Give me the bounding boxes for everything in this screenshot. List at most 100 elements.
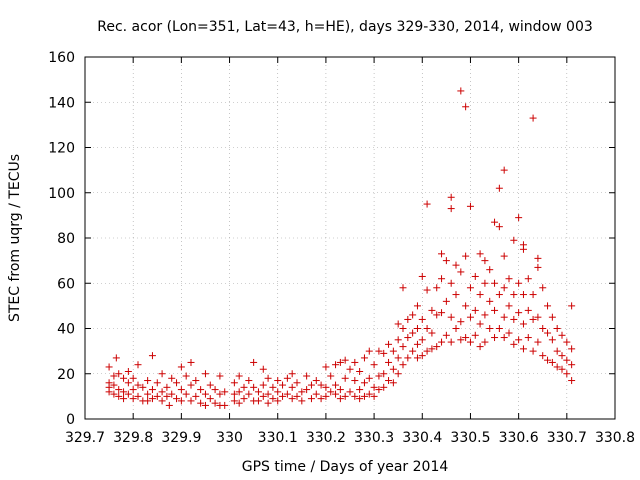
data-point [177,363,185,371]
data-point [245,377,253,385]
data-point [529,315,537,323]
data-point [327,372,335,380]
x-tick-label: 330.2 [306,430,346,446]
data-point [524,275,532,283]
data-point [259,392,267,400]
data-point [341,356,349,364]
data-point [341,374,349,382]
x-tick-label: 330.5 [450,430,490,446]
data-point [365,347,373,355]
data-point [457,318,465,326]
y-tick-label: 20 [57,367,75,383]
data-point [524,334,532,342]
x-tick-label: 330.1 [258,430,298,446]
data-point [491,334,499,342]
data-point [336,386,344,394]
data-point [529,114,537,122]
data-point [442,257,450,265]
data-point [539,325,547,332]
data-point [370,383,378,391]
data-point [293,392,301,400]
data-point [510,291,518,299]
data-point [110,381,118,389]
data-point [385,358,393,366]
data-point [495,291,503,299]
data-point [399,343,407,351]
data-point [235,372,243,380]
data-point [120,388,128,396]
y-tick-label: 80 [57,231,75,247]
data-point [544,329,552,337]
data-point [380,349,388,357]
data-point [115,386,123,394]
data-point [385,377,393,385]
data-point [423,286,431,294]
data-point [519,291,527,299]
y-tick-label: 60 [57,276,75,292]
data-point [153,379,161,387]
data-point [288,383,296,391]
data-point [413,340,421,348]
data-point [418,352,426,360]
data-point [553,363,561,371]
data-point [274,388,282,396]
data-point [336,358,344,366]
data-point [158,388,166,396]
data-point [124,379,132,387]
data-point [182,390,190,398]
data-point [129,395,137,403]
data-point [548,358,556,366]
data-point [206,381,214,389]
data-point [298,388,306,396]
data-point [115,392,123,400]
data-point [452,261,460,269]
data-point [558,352,566,360]
data-point [423,347,431,355]
data-point [173,395,181,403]
data-point [148,395,156,403]
data-point [144,397,152,405]
chart-title: Rec. acor (Lon=351, Lat=43, h=HE), days … [97,19,593,35]
data-point [404,315,412,323]
data-point [389,379,397,387]
data-point [317,395,325,403]
data-point [332,390,340,398]
data-point [476,320,484,328]
data-point [481,338,489,346]
data-point [112,354,120,362]
data-point [466,313,474,321]
data-point [148,386,156,394]
data-point [563,370,571,378]
data-point [356,386,364,394]
data-point [322,392,330,400]
data-point [351,377,359,385]
data-point [163,392,171,400]
data-point [418,336,426,344]
data-point [491,279,499,287]
x-tick-label: 330 [216,430,243,446]
data-point [539,284,547,292]
data-point [332,361,340,369]
data-point [462,252,470,260]
x-tick-label: 330.6 [499,430,539,446]
data-point [568,345,576,353]
data-point [529,347,537,355]
data-point [221,388,229,396]
data-point [457,336,465,344]
data-point [332,381,340,389]
x-tick-label: 330.4 [402,430,442,446]
data-point [201,370,209,378]
data-point [351,358,359,366]
data-point [438,338,446,346]
data-point [303,372,311,380]
x-axis-label: GPS time / Days of year 2014 [242,459,449,475]
data-point [568,361,576,369]
data-point [413,325,421,332]
data-point [120,374,128,382]
data-point [534,254,542,262]
data-point [495,325,503,332]
data-point [245,390,253,398]
data-point [187,381,195,389]
data-point [360,354,368,362]
y-tick-label: 140 [48,95,75,111]
